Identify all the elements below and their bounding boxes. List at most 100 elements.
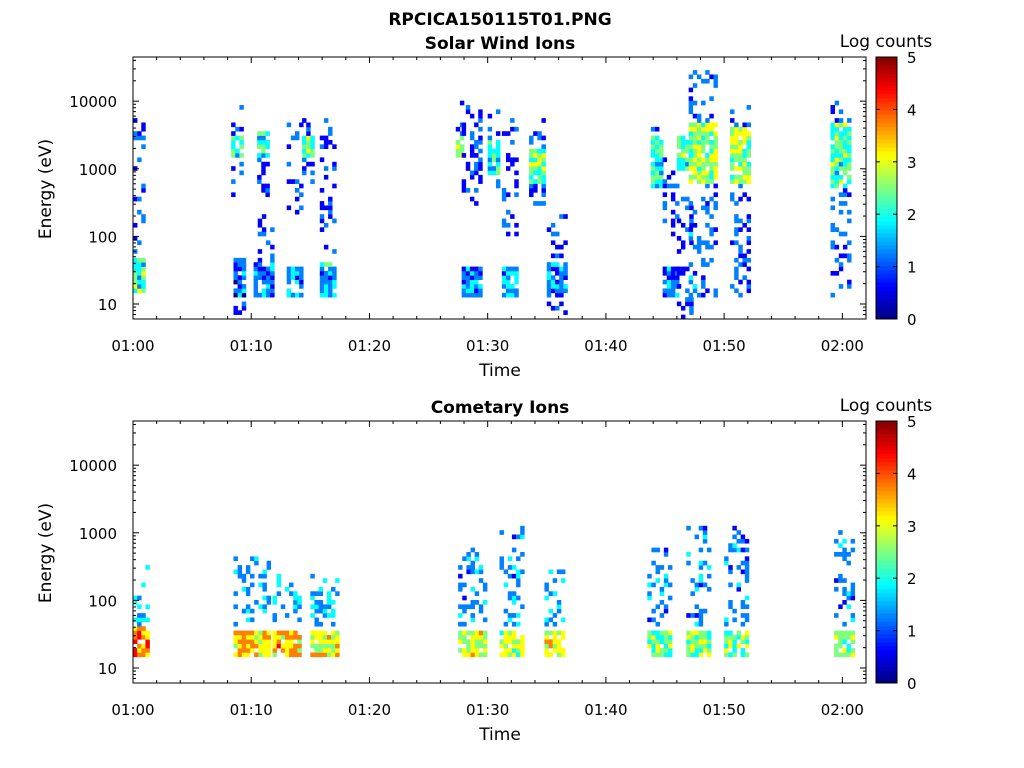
heatmap-cell (470, 604, 475, 610)
heatmap-cell (314, 604, 319, 610)
heatmap-cell (310, 604, 315, 610)
heatmap-cell (289, 582, 294, 588)
heatmap-cell (724, 621, 729, 627)
heatmap-cell (701, 161, 706, 167)
heatmap-cell (680, 161, 686, 167)
colorbar-step (876, 670, 897, 676)
heatmap-cell (319, 188, 325, 193)
heatmap-cell (537, 131, 542, 136)
heatmap-cell (546, 301, 552, 307)
heatmap-cell (137, 626, 142, 631)
heatmap-cell (332, 266, 337, 272)
heatmap-cell (537, 179, 542, 184)
heatmap-cell (647, 591, 652, 596)
heatmap-cell (137, 652, 142, 658)
heatmap-cell (838, 604, 843, 610)
heatmap-cell (730, 196, 735, 202)
heatmap-cell (696, 139, 702, 145)
colorbar-step (876, 625, 897, 631)
heatmap-cell (253, 288, 259, 294)
heatmap-cell (250, 648, 255, 653)
heatmap-cell (237, 275, 243, 280)
heatmap-cell (516, 573, 521, 579)
heatmap-cell (241, 270, 247, 276)
heatmap-cell (709, 214, 714, 219)
heatmap-cell (732, 547, 737, 553)
heatmap-cell (702, 530, 708, 535)
heatmap-cell (670, 209, 676, 215)
heatmap-cell (698, 578, 704, 583)
heatmap-cell (654, 139, 660, 145)
heatmap-cell (709, 122, 714, 128)
heatmap-cell (847, 157, 852, 163)
heatmap-cell (850, 648, 856, 653)
heatmap-cell (688, 179, 694, 184)
heatmap-cell (706, 634, 712, 640)
heatmap-cell (680, 240, 686, 246)
heatmap-cell (842, 552, 847, 557)
heatmap-cell (688, 122, 694, 128)
heatmap-cell (458, 565, 463, 570)
heatmap-cell (499, 556, 504, 562)
heatmap-cell (455, 126, 461, 132)
heatmap-cell (469, 153, 475, 158)
heatmap-cell (724, 634, 729, 640)
colorbar-step (876, 617, 897, 622)
heatmap-cell (469, 288, 475, 294)
heatmap-cell (701, 139, 706, 145)
heatmap-cell (235, 135, 240, 141)
heatmap-cell (744, 643, 750, 649)
colorbar-step (876, 527, 897, 532)
heatmap-cell (235, 153, 240, 158)
heatmap-cell (506, 222, 511, 228)
heatmap-cell (310, 144, 315, 149)
heatmap-cell (696, 144, 702, 149)
heatmap-cell (529, 135, 534, 141)
heatmap-cell (734, 144, 739, 149)
heatmap-cell (692, 135, 698, 141)
heatmap-cell (659, 174, 664, 180)
heatmap-cell (740, 534, 746, 540)
heatmap-cell (239, 161, 244, 167)
heatmap-cell (744, 578, 750, 583)
heatmap-cell (650, 179, 656, 184)
heatmap-cell (141, 257, 146, 263)
heatmap-cell (286, 179, 292, 184)
colorbar-step (876, 650, 897, 655)
colorbar-step (876, 122, 897, 127)
heatmap-cell (332, 183, 337, 189)
heatmap-cell (306, 153, 311, 158)
heatmap-cell (746, 266, 752, 272)
heatmap-cell (237, 565, 243, 570)
heatmap-cell (692, 113, 698, 119)
heatmap-cell (688, 144, 694, 149)
heatmap-cell (541, 170, 546, 176)
heatmap-cell (702, 538, 708, 544)
heatmap-cell (286, 292, 292, 298)
heatmap-cell (297, 604, 302, 610)
heatmap-cell (466, 552, 471, 557)
heatmap-cell (253, 284, 259, 289)
colorbar-step (876, 188, 897, 193)
heatmap-cell (469, 135, 475, 141)
colorbar-step (876, 437, 897, 442)
heatmap-cell (276, 639, 282, 644)
heatmap-cell (511, 643, 517, 649)
heatmap-cell (319, 201, 325, 206)
heatmap-cell (552, 591, 558, 596)
heatmap-cell (520, 534, 525, 540)
heatmap-cell (257, 157, 262, 163)
heatmap-cell (261, 170, 266, 176)
colorbar-step (876, 85, 897, 91)
heatmap-cell (694, 648, 700, 653)
heatmap-cell (499, 530, 504, 535)
heatmap-cell (847, 253, 852, 259)
heatmap-cell (734, 218, 739, 224)
colorbar-step (876, 69, 897, 74)
heatmap-cell (847, 144, 852, 149)
heatmap-cell (696, 166, 702, 171)
heatmap-cell (326, 643, 332, 649)
heatmap-cell (647, 634, 652, 640)
heatmap-cell (709, 126, 714, 132)
heatmap-cell (544, 621, 549, 627)
